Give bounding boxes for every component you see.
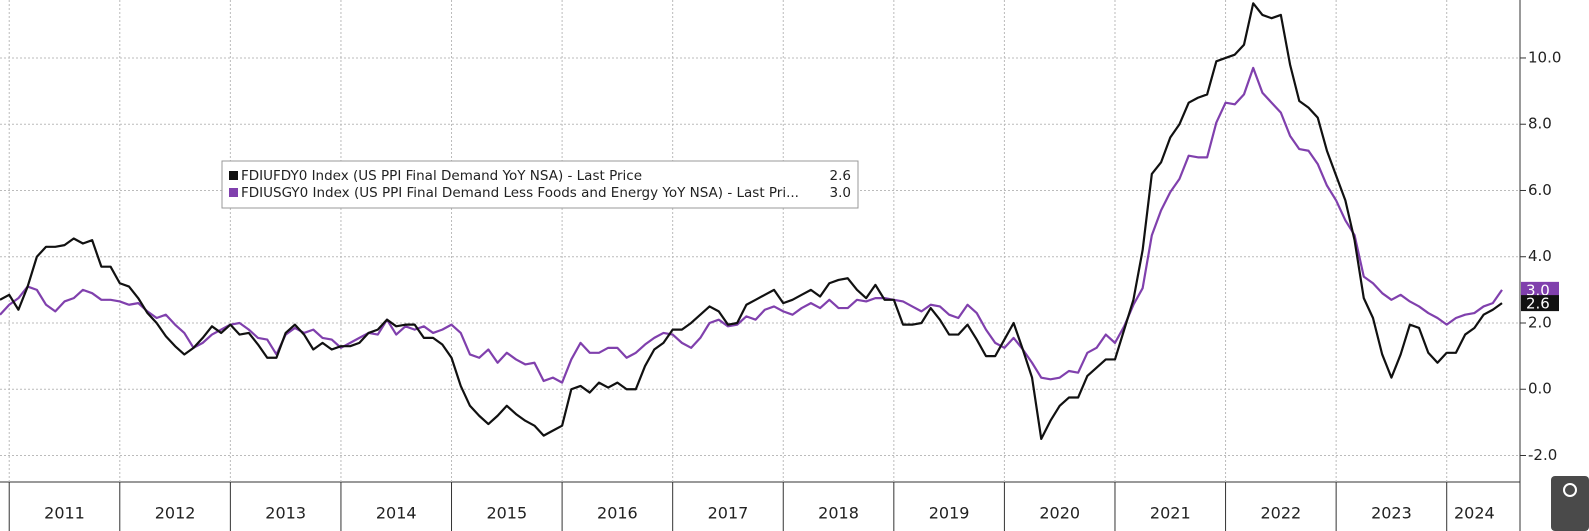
x-tick-label: 2022	[1260, 504, 1301, 523]
y-tick-label: 2.0	[1528, 313, 1552, 331]
y-tick-label: 0.0	[1528, 380, 1552, 398]
x-tick-label: 2012	[155, 504, 196, 523]
legend-label: FDIUSGY0 Index (US PPI Final Demand Less…	[241, 185, 799, 201]
legend-box	[221, 160, 859, 209]
y-tick-label: 4.0	[1528, 247, 1552, 265]
legend-value: 3.0	[830, 185, 851, 201]
x-tick-label: 2011	[44, 504, 85, 523]
last-value-tag-label: 2.6	[1526, 295, 1550, 313]
y-tick-label: 6.0	[1528, 181, 1552, 199]
y-tick-label: -2.0	[1528, 446, 1557, 464]
legend-value: 2.6	[830, 168, 851, 184]
last-value-tag	[1521, 295, 1559, 312]
line-series	[0, 66, 1503, 384]
x-tick-label: 2018	[818, 504, 859, 523]
last-value-tag	[1521, 281, 1559, 298]
corner-icon-glyph	[1563, 483, 1577, 497]
y-tick-label: 8.0	[1528, 115, 1552, 133]
last-value-tag-label: 3.0	[1526, 281, 1550, 299]
x-tick-label: 2014	[376, 504, 417, 523]
legend-swatch	[229, 171, 238, 180]
x-tick-label: 2023	[1371, 504, 1412, 523]
line-series	[0, 2, 1503, 441]
x-tick-label: 2020	[1039, 504, 1080, 523]
x-tick-label: 2017	[708, 504, 749, 523]
x-tick-label: 2015	[486, 504, 527, 523]
y-tick-label: 10.0	[1528, 48, 1561, 66]
x-tick-label: 2016	[597, 504, 638, 523]
legend: FDIUFDY0 Index (US PPI Final Demand YoY …	[221, 160, 859, 209]
x-tick-label: 2021	[1150, 504, 1191, 523]
x-tick-label: 2019	[929, 504, 970, 523]
corner-icon[interactable]	[1551, 476, 1589, 531]
x-tick-label: 2024	[1454, 504, 1495, 523]
legend-label: FDIUFDY0 Index (US PPI Final Demand YoY …	[241, 168, 642, 184]
x-tick-label: 2013	[265, 504, 306, 523]
legend-swatch	[229, 188, 238, 197]
